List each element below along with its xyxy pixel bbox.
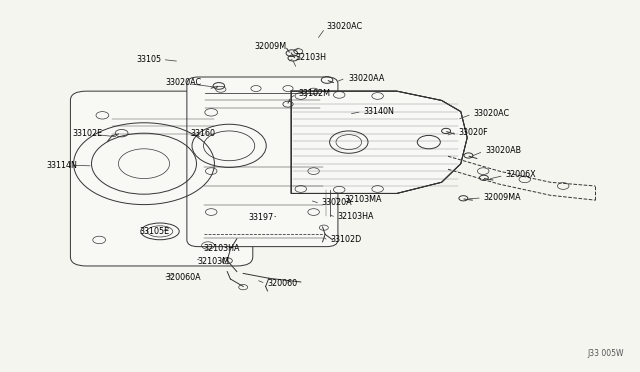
Text: 32103HA: 32103HA: [338, 212, 374, 221]
Text: 33197: 33197: [248, 213, 273, 222]
Text: 32103H: 32103H: [296, 53, 326, 62]
Text: 33140N: 33140N: [364, 107, 394, 116]
Text: 32006X: 32006X: [506, 170, 536, 179]
Text: 33020AC: 33020AC: [165, 78, 201, 87]
Text: 33020AA: 33020AA: [348, 74, 385, 83]
Text: 32009M: 32009M: [255, 42, 287, 51]
Text: 33020A: 33020A: [321, 198, 352, 207]
Text: 33102E: 33102E: [72, 129, 102, 138]
Text: 32103HA: 32103HA: [204, 244, 240, 253]
FancyBboxPatch shape: [70, 91, 253, 266]
Text: 33020AC: 33020AC: [326, 22, 362, 31]
Text: 33105E: 33105E: [140, 227, 170, 236]
Text: 32009MA: 32009MA: [484, 193, 522, 202]
Text: 32103MA: 32103MA: [344, 195, 382, 203]
Text: 33160: 33160: [191, 129, 216, 138]
Text: 33020AB: 33020AB: [485, 146, 521, 155]
Text: 33020AC: 33020AC: [474, 109, 509, 118]
Text: 320060A: 320060A: [165, 273, 201, 282]
Polygon shape: [291, 91, 467, 193]
Text: 33105: 33105: [136, 55, 161, 64]
Text: 32103M: 32103M: [197, 257, 229, 266]
Text: 33102D: 33102D: [330, 235, 362, 244]
Text: J33 005W: J33 005W: [588, 349, 624, 358]
Text: 33102M: 33102M: [298, 89, 330, 98]
Text: 33114N: 33114N: [46, 161, 77, 170]
Text: 320060: 320060: [268, 279, 298, 288]
FancyBboxPatch shape: [187, 77, 338, 247]
Text: 33020F: 33020F: [458, 128, 488, 137]
